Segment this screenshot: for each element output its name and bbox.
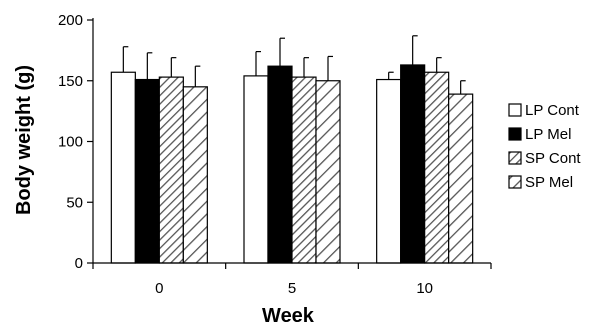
y-tick-label: 200 xyxy=(58,12,83,29)
legend-swatch xyxy=(508,127,522,141)
legend: LP Cont LP Mel SP Cont SP Mel xyxy=(508,102,581,191)
y-axis-title: Body weight (g) xyxy=(13,65,35,215)
legend-label: SP Mel xyxy=(525,174,573,191)
bar xyxy=(291,76,317,264)
legend-label: LP Mel xyxy=(525,126,571,143)
y-axis-ticks: 0 50 100 150 200 xyxy=(58,12,93,272)
x-axis-title: Week xyxy=(262,305,315,327)
error-bars-layer xyxy=(122,35,466,95)
bar xyxy=(110,71,136,264)
bar xyxy=(158,76,184,264)
bar xyxy=(400,64,426,264)
bar xyxy=(267,65,293,264)
bars-layer xyxy=(110,64,474,264)
y-tick-label: 100 xyxy=(58,134,83,151)
bar xyxy=(376,78,402,264)
bar xyxy=(448,93,474,264)
bar xyxy=(182,86,208,264)
x-axis-ticks: 0 5 10 xyxy=(92,263,492,297)
legend-swatch xyxy=(508,103,522,117)
legend-label: SP Cont xyxy=(525,150,581,167)
legend-label: LP Cont xyxy=(525,102,580,119)
y-tick-label: 150 xyxy=(58,73,83,90)
x-tick-label: 0 xyxy=(155,280,163,297)
bar xyxy=(424,71,450,264)
x-tick-label: 5 xyxy=(288,280,296,297)
legend-swatch xyxy=(508,175,522,189)
y-tick-label: 50 xyxy=(66,194,83,211)
y-tick-label: 0 xyxy=(75,255,83,272)
bar xyxy=(315,80,341,264)
x-tick-label: 10 xyxy=(416,280,433,297)
bar xyxy=(243,75,269,264)
legend-swatch xyxy=(508,151,522,165)
bar xyxy=(134,78,160,264)
